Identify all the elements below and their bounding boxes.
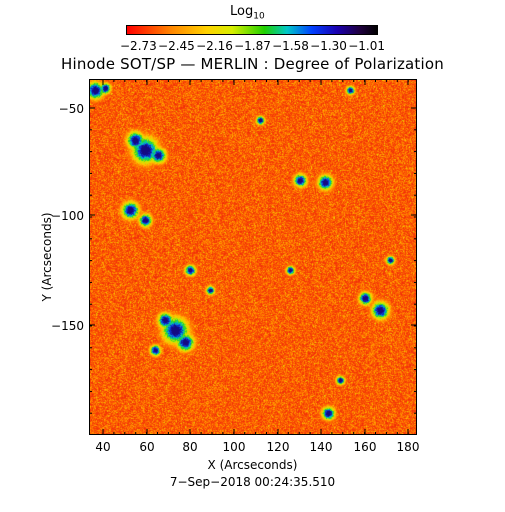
colorbar-tick-label: −1.58 bbox=[272, 39, 309, 53]
x-tick-label: 40 bbox=[95, 440, 111, 454]
x-axis-label: X (Arcseconds) bbox=[207, 458, 298, 472]
colorbar-tick-label: −2.16 bbox=[196, 39, 233, 53]
plot-title: Hinode SOT/SP — MERLIN : Degree of Polar… bbox=[61, 55, 444, 73]
observation-timestamp: 7−Sep−2018 00:24:35.510 bbox=[169, 475, 336, 489]
y-tick-label: −100 bbox=[51, 209, 84, 223]
y-axis-label: Y (Arcseconds) bbox=[40, 212, 54, 302]
colorbar-tick-labels: −2.73 −2.45 −2.16 −1.87 −1.58 −1.30 −1.0… bbox=[120, 39, 385, 53]
x-tick-label: 60 bbox=[139, 440, 155, 454]
polarization-image bbox=[90, 80, 416, 434]
y-tick-label: −50 bbox=[58, 102, 84, 116]
colorbar-tick-label: −2.73 bbox=[120, 39, 157, 53]
polarization-map bbox=[89, 79, 417, 435]
colorbar-tick-label: −1.30 bbox=[310, 39, 347, 53]
colorbar-title: Log10 bbox=[230, 4, 265, 22]
x-tick-label: 80 bbox=[182, 440, 198, 454]
x-tick-label: 180 bbox=[396, 440, 420, 454]
colorbar-tick-label: −2.45 bbox=[158, 39, 195, 53]
colorbar-tick-label: −1.87 bbox=[234, 39, 271, 53]
x-tick-label: 100 bbox=[222, 440, 246, 454]
x-tick-label: 120 bbox=[266, 440, 290, 454]
colorbar-tick-label: −1.01 bbox=[348, 39, 385, 53]
colorbar bbox=[126, 25, 378, 35]
x-tick-label: 160 bbox=[353, 440, 377, 454]
x-tick-label: 140 bbox=[309, 440, 333, 454]
y-tick-label: −150 bbox=[51, 319, 84, 333]
